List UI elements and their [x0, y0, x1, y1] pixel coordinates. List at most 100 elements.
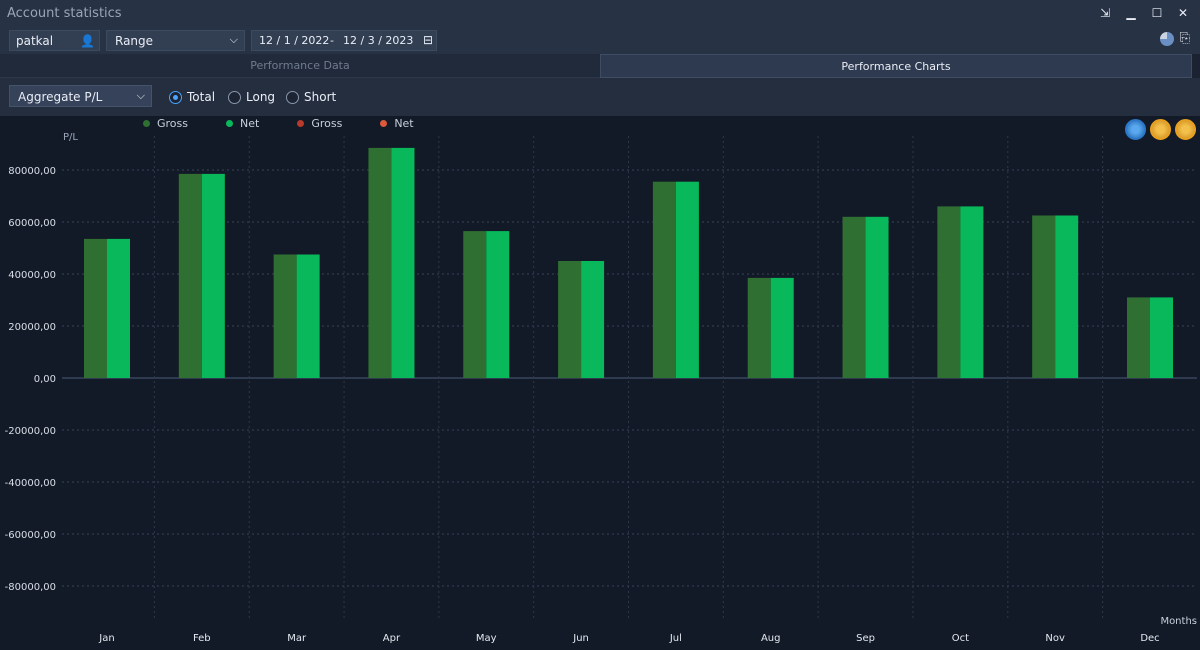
export-icon[interactable]: ⎘ — [1179, 31, 1190, 46]
y-tick-label: 80000,00 — [8, 166, 56, 177]
radio-short[interactable]: Short — [286, 89, 336, 105]
tab-bar: Performance Data Performance Charts — [0, 54, 1200, 78]
axis-labels: 80000,00 60000,00 40000,00 20000,00 0,00 -200… — [5, 132, 1197, 644]
legend-item[interactable]: Net — [380, 117, 414, 130]
bar-gross-dec — [1127, 297, 1150, 378]
x-tick-label: May — [476, 633, 497, 644]
zoom-out-icon[interactable] — [1175, 119, 1196, 140]
range-label: Range — [115, 34, 154, 48]
x-tick-label: Feb — [193, 633, 211, 644]
x-tick-label: Jun — [572, 633, 589, 644]
legend-item[interactable]: Net — [226, 117, 259, 130]
maximize-icon[interactable]: ☐ — [1151, 6, 1163, 20]
radio-long-label: Long — [246, 90, 276, 104]
y-tick-label: 60000,00 — [8, 218, 56, 229]
radio-button[interactable] — [228, 90, 241, 104]
bar-net-aug — [770, 277, 794, 378]
close-icon[interactable]: ✕ — [1177, 6, 1189, 20]
x-tick-label: Mar — [287, 633, 307, 644]
legend-item[interactable]: Gross — [297, 117, 342, 130]
bar-net-feb — [201, 173, 225, 378]
date-range-field[interactable]: 12 / 1 / 2022 - 12 / 3 / 2023 ⊟ — [251, 30, 437, 51]
grid-lines — [62, 136, 1197, 621]
toolbar: patkal 👤 Range ⌵ 12 / 1 / 2022 - 12 / 3 … — [0, 28, 1200, 54]
tab-performance-data[interactable]: Performance Data — [0, 54, 600, 78]
tab-performance-charts[interactable]: Performance Charts — [600, 54, 1192, 78]
bar-gross-jul — [652, 181, 676, 378]
title-bar: Account statistics ⇲ ▁ ☐ ✕ — [0, 0, 1200, 28]
zoom-in-icon[interactable] — [1150, 119, 1171, 140]
bar-net-oct — [960, 206, 984, 378]
legend-label: Net — [394, 117, 414, 130]
window-title: Account statistics — [7, 6, 122, 21]
pin-icon[interactable]: ⇲ — [1099, 6, 1111, 20]
bar-net-jan — [107, 238, 130, 378]
bar-gross-feb — [178, 173, 202, 378]
bar-gross-mar — [273, 254, 297, 378]
user-list-icon: 👤 — [80, 34, 95, 48]
radio-long[interactable]: Long — [228, 89, 275, 105]
bar-net-jun — [581, 261, 605, 378]
y-tick-label: 20000,00 — [8, 322, 56, 333]
date-separator: - — [330, 34, 334, 47]
legend-swatch — [297, 120, 305, 127]
legend-label: Gross — [157, 117, 188, 130]
bar-net-may — [486, 231, 510, 378]
radio-button[interactable] — [286, 90, 299, 104]
date-from[interactable]: 12 / 1 / 2022 — [259, 34, 330, 47]
radio-short-label: Short — [304, 90, 337, 104]
y-tick-label: -20000,00 — [5, 426, 56, 437]
y-axis-title: P/L — [63, 132, 78, 143]
date-to[interactable]: 12 / 3 / 2023 — [343, 34, 414, 47]
zoom-reset-icon[interactable] — [1125, 119, 1146, 140]
bar-net-mar — [296, 254, 320, 378]
bar-gross-apr — [368, 147, 392, 378]
y-tick-label: -80000,00 — [5, 582, 56, 593]
chevron-down-icon: ⌵ — [136, 89, 145, 102]
radio-button-selected[interactable] — [169, 90, 182, 104]
x-tick-label: Oct — [952, 633, 969, 644]
x-tick-label: Apr — [383, 633, 401, 644]
y-tick-label: 0,00 — [34, 374, 56, 385]
legend-label: Net — [240, 117, 260, 130]
bar-gross-may — [463, 231, 487, 378]
x-tick-label: Nov — [1045, 633, 1065, 644]
chart-area: Gross Net Gross Net 80000,00 60000,00 4000… — [0, 116, 1200, 650]
x-tick-label: Dec — [1140, 633, 1159, 644]
x-axis-title: Months — [1160, 616, 1197, 627]
bar-chart: 80000,00 60000,00 40000,00 20000,00 0,00 -200… — [5, 132, 1197, 644]
toolbar-right-icons: ⎘ — [1159, 31, 1190, 46]
radio-total-label: Total — [187, 90, 216, 104]
legend-swatch — [380, 120, 388, 127]
metric-dropdown[interactable]: Aggregate P/L ⌵ — [9, 85, 152, 107]
bars — [84, 147, 1173, 378]
account-name: patkal — [16, 34, 54, 48]
bar-net-sep — [865, 216, 889, 378]
y-tick-label: 40000,00 — [8, 270, 56, 281]
bar-gross-jun — [558, 261, 582, 378]
range-dropdown[interactable]: Range ⌵ — [106, 30, 245, 51]
x-tick-label: Jan — [98, 633, 114, 644]
x-tick-label: Aug — [761, 633, 781, 644]
bar-gross-nov — [1032, 215, 1056, 378]
pie-chart-icon[interactable] — [1159, 32, 1174, 46]
chevron-down-icon: ⌵ — [229, 33, 238, 46]
y-tick-label: -60000,00 — [5, 530, 56, 541]
minimize-icon[interactable]: ▁ — [1126, 6, 1136, 20]
x-tick-label: Jul — [669, 633, 682, 644]
legend-item[interactable]: Gross — [143, 117, 188, 130]
chart-legend: Gross Net Gross Net — [143, 117, 452, 130]
bar-gross-aug — [747, 277, 771, 378]
window-controls: ⇲ ▁ ☐ ✕ — [1096, 5, 1192, 21]
x-tick-label: Sep — [856, 633, 875, 644]
bar-net-apr — [391, 147, 415, 378]
bar-gross-sep — [842, 216, 866, 378]
bar-gross-oct — [937, 206, 961, 378]
legend-swatch — [143, 120, 150, 127]
calendar-icon[interactable]: ⊟ — [422, 33, 433, 47]
radio-total[interactable]: Total — [169, 89, 215, 105]
metric-label: Aggregate P/L — [18, 90, 103, 104]
bar-net-jul — [675, 181, 699, 378]
y-tick-label: -40000,00 — [5, 478, 56, 489]
account-selector[interactable]: patkal 👤 — [9, 30, 100, 51]
